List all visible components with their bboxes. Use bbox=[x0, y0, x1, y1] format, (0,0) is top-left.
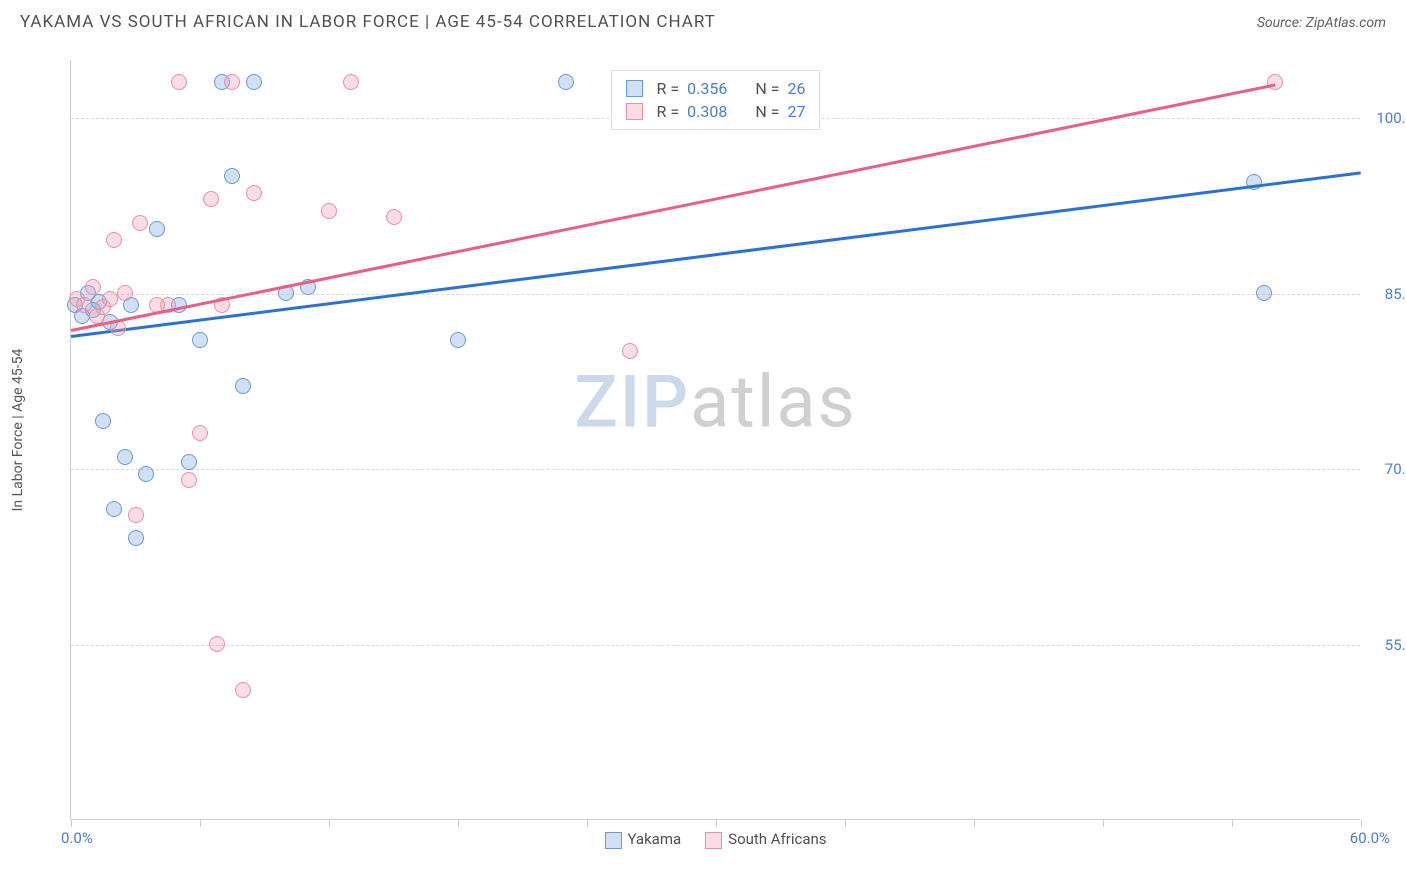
chart-source: Source: ZipAtlas.com bbox=[1257, 15, 1386, 31]
legend-r-value: 0.356 bbox=[687, 79, 727, 98]
correlation-legend: R = 0.356 N = 26 R = 0.308 N = 27 bbox=[611, 70, 821, 130]
data-point bbox=[1256, 285, 1272, 301]
data-point bbox=[102, 291, 118, 307]
y-tick-label: 85.0% bbox=[1385, 285, 1406, 303]
data-point bbox=[138, 466, 154, 482]
gridline bbox=[71, 645, 1360, 646]
data-point bbox=[181, 472, 197, 488]
data-point bbox=[117, 285, 133, 301]
legend-swatch bbox=[604, 832, 621, 849]
data-point bbox=[181, 454, 197, 470]
legend-label: South Africans bbox=[728, 830, 826, 848]
data-point bbox=[321, 203, 337, 219]
data-point bbox=[132, 215, 148, 231]
data-point bbox=[85, 279, 101, 295]
x-tick bbox=[1232, 819, 1233, 827]
gridline bbox=[71, 294, 1360, 295]
data-point bbox=[106, 232, 122, 248]
x-tick bbox=[974, 819, 975, 827]
x-max-label: 60.0% bbox=[1350, 829, 1390, 847]
legend-r-label: R = bbox=[657, 79, 680, 98]
x-tick bbox=[845, 819, 846, 827]
data-point bbox=[128, 507, 144, 523]
x-min-label: 0.0% bbox=[61, 829, 93, 847]
y-tick-label: 100.0% bbox=[1376, 109, 1406, 127]
watermark-zip: ZIP bbox=[574, 359, 690, 444]
watermark-atlas: atlas bbox=[690, 359, 857, 444]
x-tick bbox=[1103, 819, 1104, 827]
data-point bbox=[450, 332, 466, 348]
data-point bbox=[192, 332, 208, 348]
legend-r-label: R = bbox=[657, 102, 680, 121]
series-legend: Yakama South Africans bbox=[604, 830, 826, 849]
legend-n-label: N = bbox=[755, 79, 779, 98]
legend-swatch bbox=[626, 103, 643, 120]
legend-swatch bbox=[626, 80, 643, 97]
chart-title: YAKAMA VS SOUTH AFRICAN IN LABOR FORCE |… bbox=[20, 12, 716, 32]
watermark: ZIPatlas bbox=[574, 359, 856, 444]
data-point bbox=[343, 74, 359, 90]
y-tick-label: 70.0% bbox=[1385, 460, 1406, 478]
legend-swatch bbox=[705, 832, 722, 849]
legend-n-value: 26 bbox=[787, 79, 805, 98]
data-point bbox=[622, 343, 638, 359]
data-point bbox=[1267, 74, 1283, 90]
gridline bbox=[71, 469, 1360, 470]
data-point bbox=[128, 530, 144, 546]
y-axis-label: In Labor Force | Age 45-54 bbox=[10, 349, 26, 512]
data-point bbox=[149, 221, 165, 237]
legend-label: Yakama bbox=[627, 830, 681, 848]
chart-container: In Labor Force | Age 45-54 ZIPatlas R = … bbox=[20, 50, 1386, 870]
data-point bbox=[386, 209, 402, 225]
legend-row: R = 0.308 N = 27 bbox=[626, 100, 806, 123]
data-point bbox=[558, 74, 574, 90]
data-point bbox=[192, 425, 208, 441]
x-tick bbox=[71, 819, 72, 827]
data-point bbox=[95, 413, 111, 429]
data-point bbox=[171, 74, 187, 90]
x-tick bbox=[329, 819, 330, 827]
trend-line bbox=[71, 171, 1361, 337]
legend-r-value: 0.308 bbox=[687, 102, 727, 121]
legend-n-value: 27 bbox=[787, 102, 805, 121]
data-point bbox=[246, 74, 262, 90]
data-point bbox=[246, 185, 262, 201]
data-point bbox=[117, 449, 133, 465]
data-point bbox=[235, 378, 251, 394]
data-point bbox=[235, 682, 251, 698]
x-tick bbox=[1361, 819, 1362, 827]
y-tick-label: 55.0% bbox=[1385, 636, 1406, 654]
data-point bbox=[224, 168, 240, 184]
data-point bbox=[203, 191, 219, 207]
x-tick bbox=[200, 819, 201, 827]
data-point bbox=[224, 74, 240, 90]
x-tick bbox=[716, 819, 717, 827]
legend-n-label: N = bbox=[755, 102, 779, 121]
x-tick bbox=[458, 819, 459, 827]
legend-row: R = 0.356 N = 26 bbox=[626, 77, 806, 100]
plot-area: ZIPatlas R = 0.356N = 26R = 0.308N = 27 … bbox=[70, 60, 1360, 820]
data-point bbox=[106, 501, 122, 517]
chart-header: YAKAMA VS SOUTH AFRICAN IN LABOR FORCE |… bbox=[0, 0, 1406, 40]
legend-item: South Africans bbox=[705, 830, 826, 849]
data-point bbox=[209, 636, 225, 652]
legend-item: Yakama bbox=[604, 830, 681, 849]
x-tick bbox=[587, 819, 588, 827]
data-point bbox=[76, 297, 92, 313]
